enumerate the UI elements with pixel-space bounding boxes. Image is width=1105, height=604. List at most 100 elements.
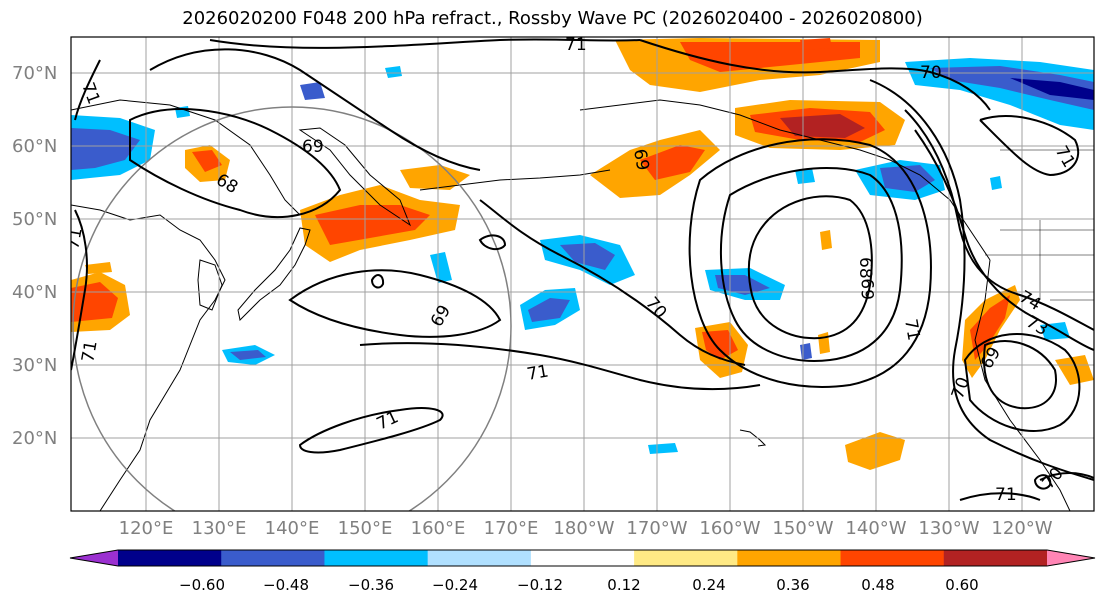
lat-label-30n: 30°N [12, 355, 57, 376]
positive-anomaly-small-3 [85, 262, 112, 274]
contour-71-upper [209, 38, 641, 49]
positive-anomaly-bering-core [640, 145, 705, 180]
positive-anomaly-kuril-core [315, 205, 430, 245]
lon-label: 160°E [411, 518, 466, 539]
refractivity-contours [71, 38, 1094, 501]
coastline-korea [197, 259, 223, 311]
contour-label: 71 [525, 361, 550, 384]
lat-label-50n: 50°N [12, 209, 57, 230]
contour-label: 71 [565, 35, 587, 55]
contour-69-low [719, 166, 903, 362]
lat-label-40n: 40°N [12, 282, 57, 303]
colorbar-tick-label: −0.48 [263, 576, 309, 594]
positive-anomaly-small-1 [820, 230, 832, 250]
contour-71-jet [869, 79, 1094, 481]
colorbar-segment [118, 550, 222, 566]
colorbar-tick-label: −0.60 [179, 576, 225, 594]
positive-anomaly-small-4 [800, 38, 832, 50]
colorbar-segment [427, 550, 532, 566]
coastline-hawaii [739, 429, 767, 447]
negative-anomaly-small-6 [648, 443, 678, 454]
state-borders [985, 149, 1094, 301]
contour-71-south [298, 407, 444, 454]
contour-75-canada [979, 115, 1080, 177]
negative-anomaly-small-7 [1040, 322, 1070, 340]
coastline-japan [237, 227, 311, 322]
coastline-kamchatka [298, 127, 412, 227]
contour-70-trough [479, 199, 746, 366]
colorbar-outline [69, 549, 1096, 567]
contour-label: 70 [920, 63, 942, 83]
negative-anomaly-small-2 [385, 66, 402, 78]
contour-label: 71 [900, 317, 923, 342]
contour-73-jet [914, 129, 1094, 351]
lon-label: 150°E [338, 518, 393, 539]
contour-closed-small-3 [1033, 474, 1052, 490]
lat-label-70n: 70°N [12, 63, 57, 84]
contour-70-se [963, 333, 1081, 432]
contour-68-okhotsk [129, 108, 342, 218]
contour-70-north [639, 39, 991, 111]
map-title: 2026020200 F048 200 hPa refract., Rossby… [182, 8, 923, 29]
contour-label: 68 [855, 257, 875, 279]
colorbar-segment [840, 550, 945, 566]
contour-closed-small-1 [478, 234, 507, 251]
colorbar-tick-label: −0.24 [432, 576, 478, 594]
coastlines [71, 99, 1071, 511]
positive-anomaly-subtropics [845, 432, 905, 470]
colorbar-segment [943, 550, 1048, 566]
coastline-aleutians [419, 169, 611, 191]
gridlines [71, 37, 1094, 511]
lon-label: 130°W [918, 518, 979, 539]
negative-anomaly-japan-south-core [230, 350, 266, 360]
contour-68-low [747, 195, 873, 340]
coastline-okhotsk [71, 99, 301, 216]
coastline-asia [71, 204, 226, 511]
contour-69-ridge [149, 48, 481, 171]
colorbar-tick-label: 0.24 [692, 576, 725, 594]
positive-anomaly-gulf-max [780, 114, 865, 138]
negative-anomaly-alaska-core [880, 165, 935, 192]
contour-label: 69 [302, 137, 324, 157]
negative-anomaly-central-pacific-core [560, 243, 615, 270]
colorbar-tick-label: 0.48 [861, 576, 894, 594]
map-plot-area: 71 71 69 68 71 71 69 70 71 71 70 69 71 6… [63, 35, 1094, 511]
negative-anomaly-small-4 [795, 168, 815, 184]
negative-anomaly-small-8 [990, 176, 1002, 190]
colorbar-tick-labels: −0.60 −0.48 −0.36 −0.24 −0.12 0.12 0.24 … [179, 576, 979, 594]
negative-anomaly-east-pacific-core [715, 275, 770, 295]
positive-anomaly-small-2 [818, 332, 830, 354]
colorbar-segment [737, 550, 842, 566]
contour-74-jet [904, 109, 1094, 331]
contour-69-japan [288, 269, 502, 338]
colorbar-tick-label: 0.60 [945, 576, 978, 594]
colorbar [69, 549, 1096, 567]
lon-label: 170°E [484, 518, 539, 539]
contour-69-se [983, 340, 1057, 410]
colorbar-segment [634, 550, 738, 566]
contour-label: 71 [995, 485, 1017, 505]
colorbar-tick-label: −0.36 [348, 576, 394, 594]
colorbar-tick-label: −0.12 [517, 576, 563, 594]
contour-closed-small-2 [370, 274, 385, 289]
contour-label: 69 [859, 278, 879, 300]
lon-label: 160°W [699, 518, 760, 539]
negative-anomaly-small-1 [300, 82, 325, 100]
negative-anomaly-small-5 [430, 252, 452, 283]
negative-anomaly-canada-core [930, 66, 1094, 110]
lon-label: 150°W [772, 518, 833, 539]
contour-label: 71 [63, 226, 86, 251]
lon-label: 120°W [991, 518, 1052, 539]
lon-label: 170°W [626, 518, 687, 539]
lon-label: 120°E [119, 518, 174, 539]
colorbar-tick-label: 0.12 [607, 576, 640, 594]
lon-label: 140°E [265, 518, 320, 539]
colorbar-extend-min [70, 550, 118, 566]
positive-anomaly-okhotsk-core [192, 150, 222, 172]
contour-71-pacific [359, 342, 761, 391]
contour-70-low [688, 138, 932, 388]
positive-anomaly-small-5 [400, 165, 470, 190]
contour-71-bottom [959, 472, 1094, 501]
map-frame [70, 36, 1095, 512]
